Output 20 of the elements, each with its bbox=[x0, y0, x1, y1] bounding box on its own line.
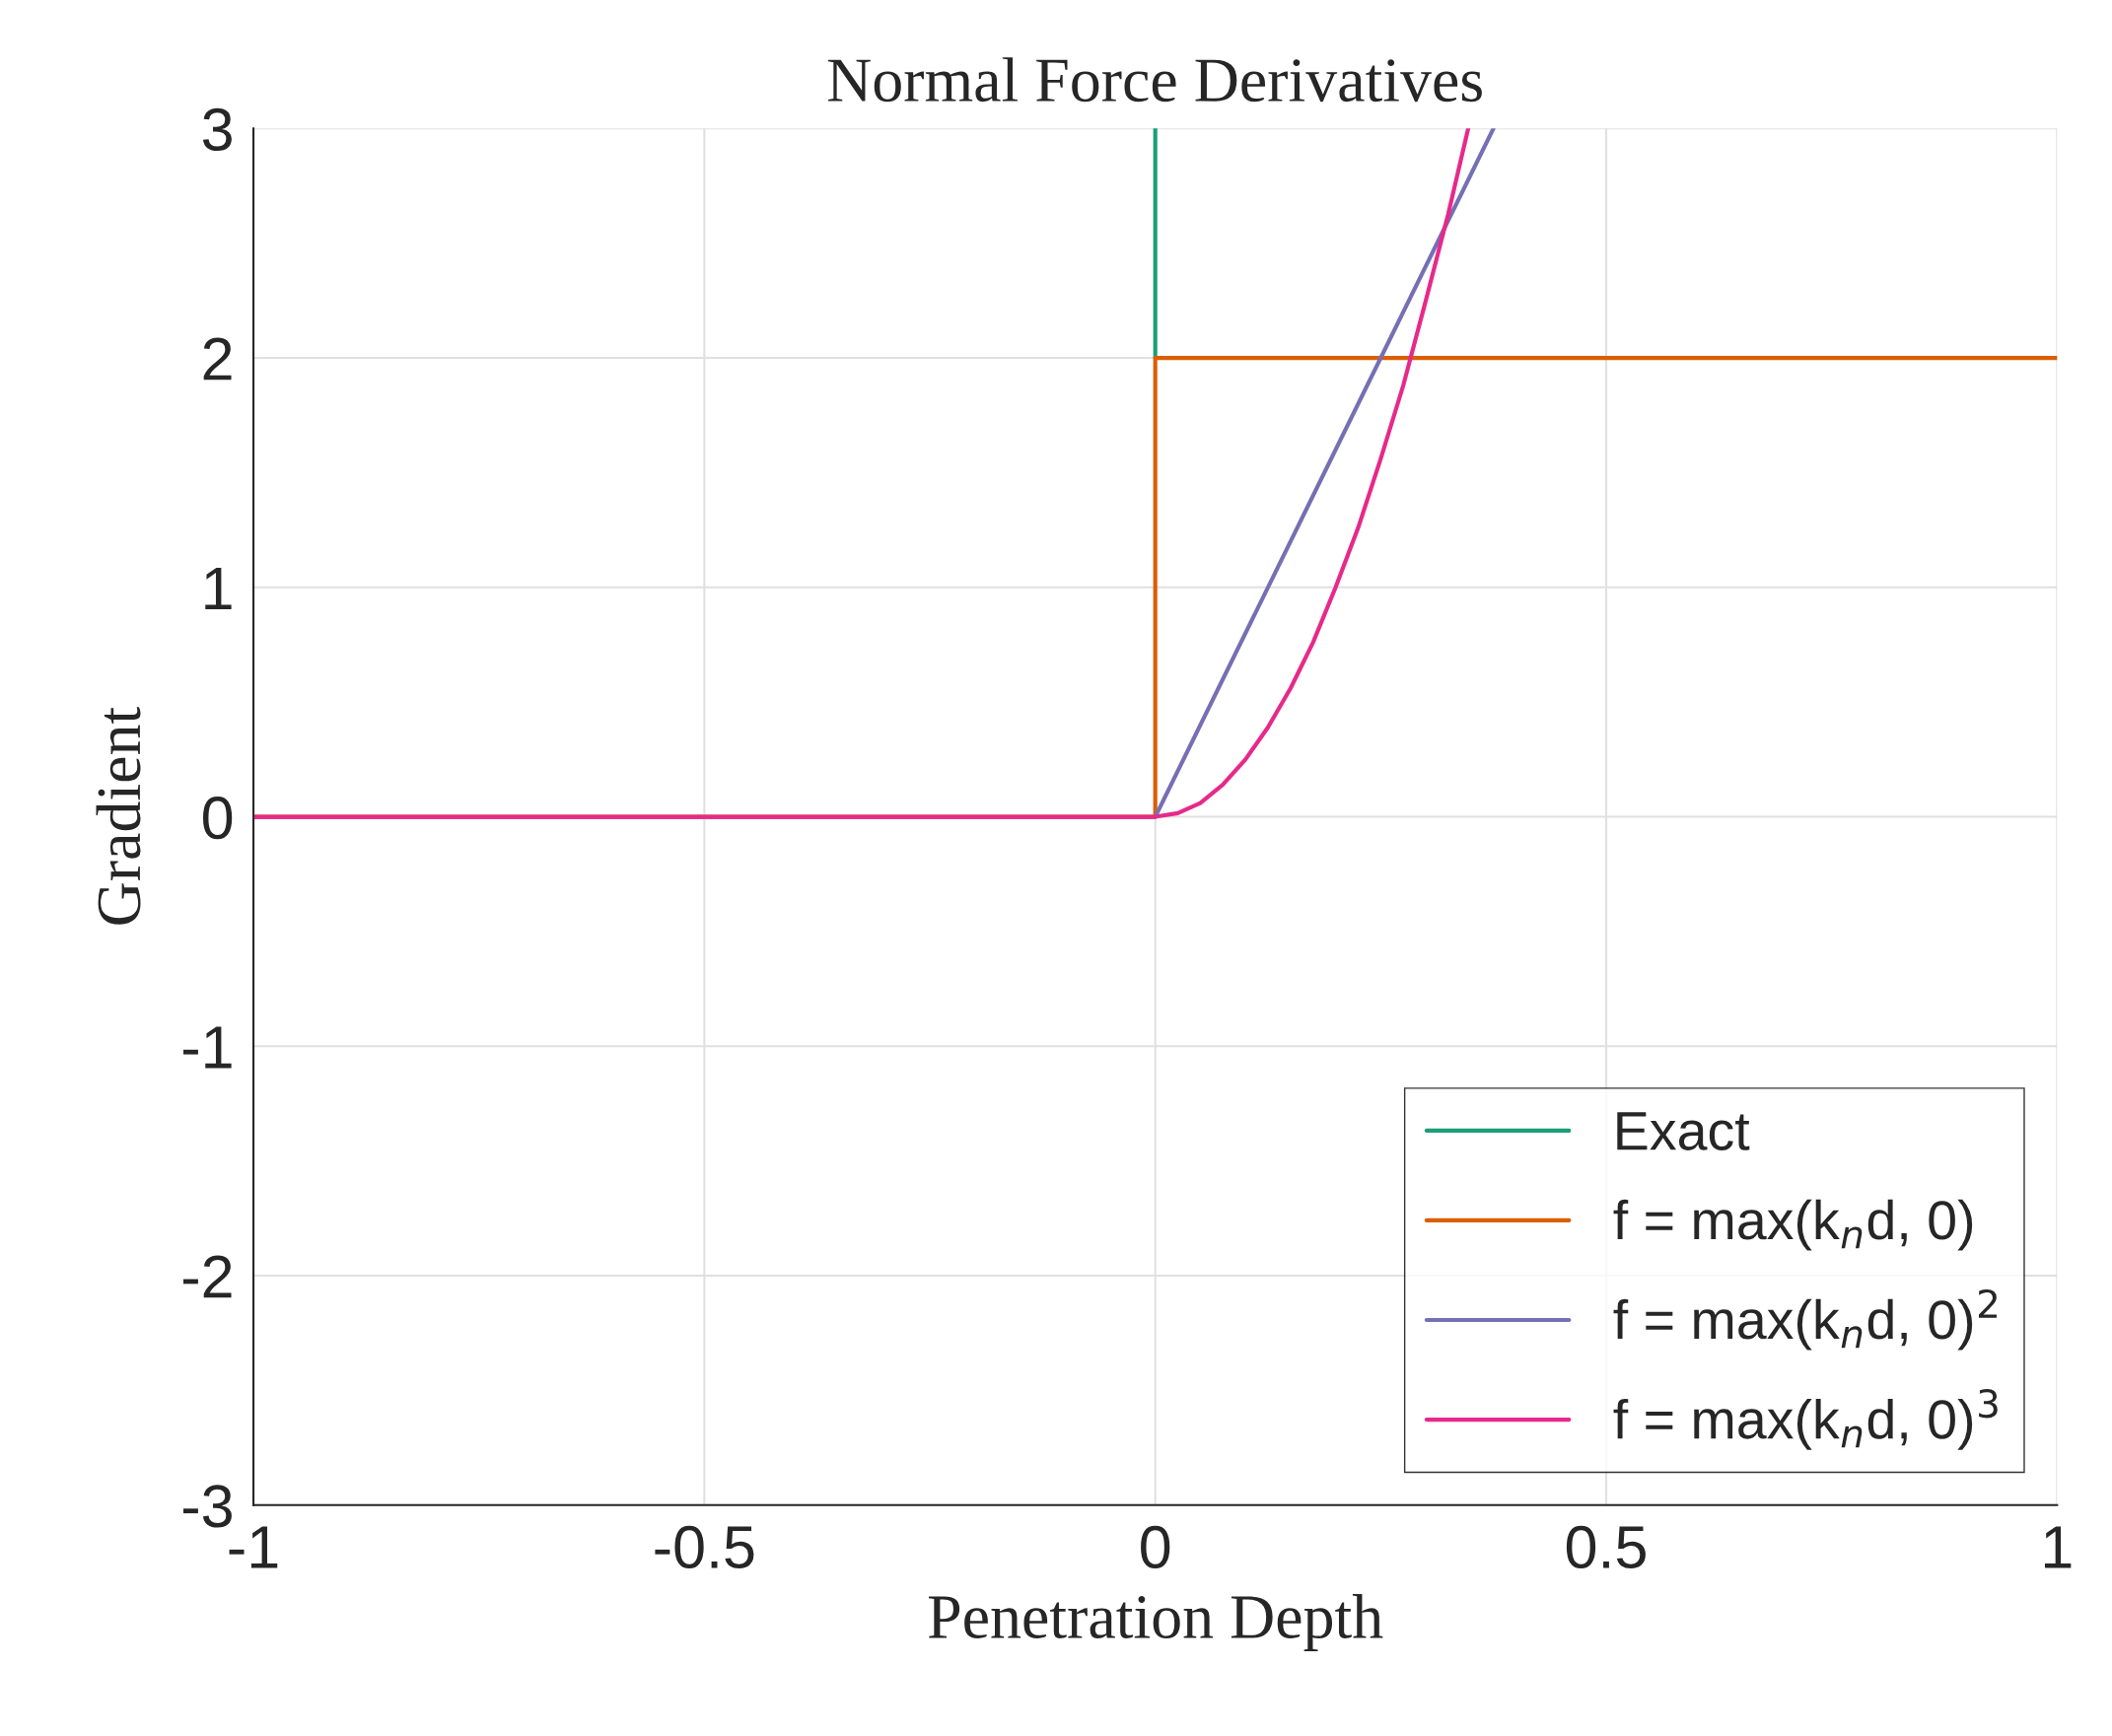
y-tick-label: 3 bbox=[202, 107, 232, 152]
legend-label: f = max(k$_{n}$d, 0)$^{2}$ bbox=[1613, 1288, 1997, 1351]
y-tick-label: 0 bbox=[203, 797, 233, 840]
y-tick-label: 1 bbox=[205, 567, 232, 609]
y-tick-label: 2 bbox=[203, 337, 232, 381]
x-tick-label: -1 bbox=[229, 1526, 278, 1568]
x-tick-label: 1 bbox=[2044, 1526, 2072, 1568]
x-tick-label: 0 bbox=[1141, 1525, 1170, 1569]
y-tick-label: -1 bbox=[182, 1026, 232, 1069]
y-tick-label: -3 bbox=[182, 1485, 232, 1528]
x-tick-label: 0.5 bbox=[1566, 1525, 1646, 1569]
y-tick-label: -2 bbox=[182, 1255, 232, 1298]
line-series bbox=[253, 128, 1471, 819]
legend-label: f = max(k$_{n}$d, 0)$^{3}$ bbox=[1613, 1389, 1998, 1450]
y-axis-title: Gradient bbox=[96, 707, 141, 925]
legend-label: Exact bbox=[1617, 1112, 1750, 1150]
legend-label: f = max(k$_{n}$d, 0) bbox=[1613, 1199, 1973, 1251]
x-tick-label: -0.5 bbox=[655, 1525, 754, 1569]
x-axis-title: Penetration Depth bbox=[928, 1594, 1383, 1652]
chart-title: Normal Force Derivatives bbox=[827, 57, 1482, 103]
